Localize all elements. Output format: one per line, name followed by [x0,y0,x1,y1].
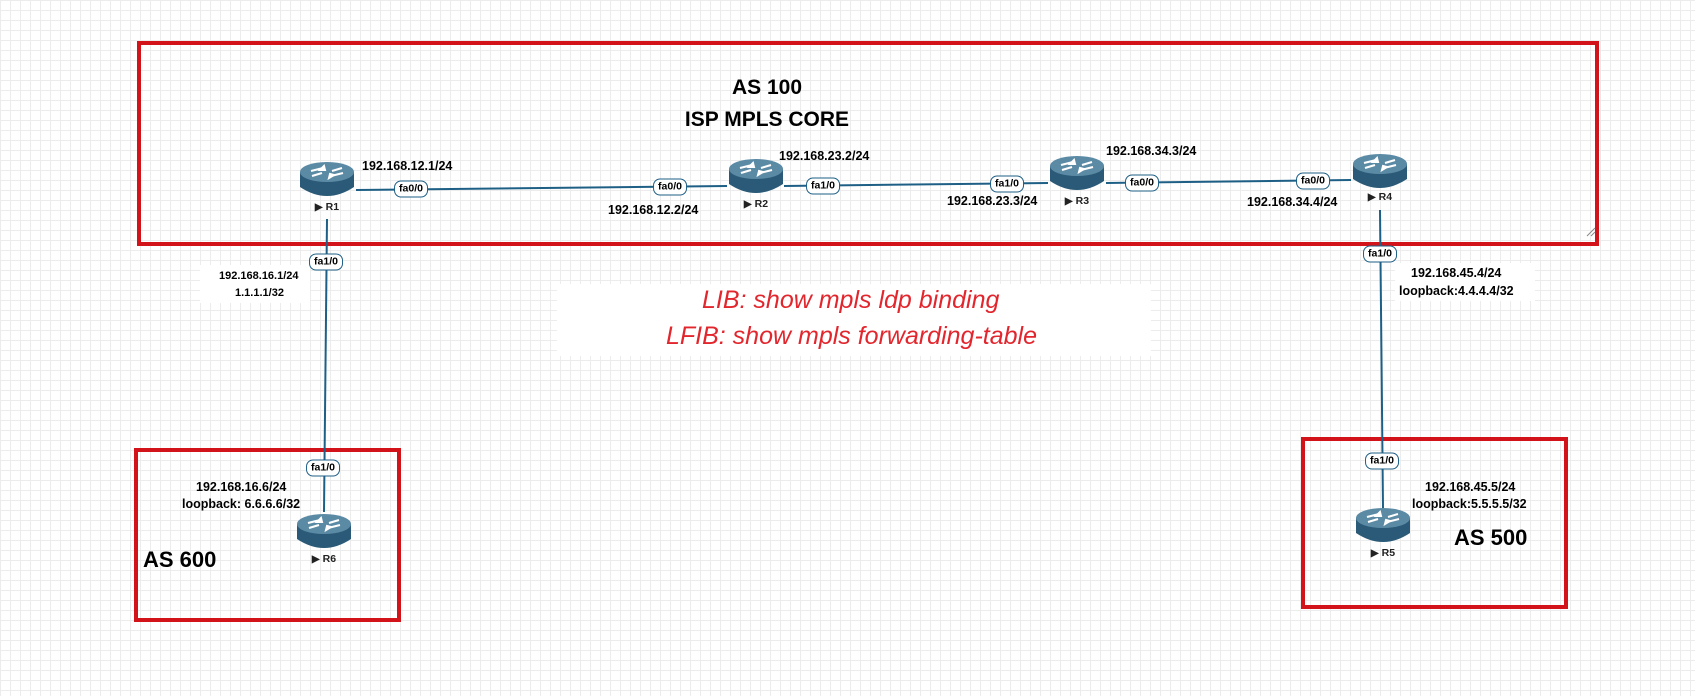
as100-title: AS 100 ISP MPLS CORE [667,72,867,136]
loopback-label-r1: 1.1.1.1/32 [235,287,284,299]
ip-label-r1-fa00: 192.168.12.1/24 [362,159,453,173]
iface-r5-fa10[interactable]: fa1/0 [1365,452,1399,470]
router-label-r2: ▶ R2 [743,198,769,210]
ip-label-r6-fa10: 192.168.16.6/24 [196,480,287,494]
ip-label-r2-fa10: 192.168.23.2/24 [779,149,870,163]
as100-box [137,41,1599,246]
ip-label-r1-fa10: 192.168.16.1/24 [219,270,299,282]
as100-title-line1: AS 100 [731,76,803,99]
router-label-r1: ▶ R1 [314,201,340,213]
router-label-r3: ▶ R3 [1064,195,1090,207]
iface-r2-fa00[interactable]: fa0/0 [653,178,687,196]
router-r1[interactable]: ▶ R1 [298,160,356,218]
router-icon [729,159,783,193]
router-r2[interactable]: ▶ R2 [727,157,785,215]
ip-label-r3-fa10: 192.168.23.3/24 [947,194,1038,208]
router-r5[interactable]: ▶ R5 [1354,506,1412,564]
router-icon [1050,156,1104,190]
ip-label-r2-fa00: 192.168.12.2/24 [608,203,699,217]
router-label-r6: ▶ R6 [311,553,337,565]
lfib-note: LFIB: show mpls forwarding-table [666,322,1037,350]
ip-label-r4-fa10: 192.168.45.4/24 [1411,266,1502,280]
ip-label-bg-r1 [200,265,310,303]
as600-box [134,448,401,622]
router-icon [300,162,354,196]
router-r3[interactable]: ▶ R3 [1048,154,1106,212]
ip-label-r4-fa00: 192.168.34.4/24 [1247,195,1338,209]
router-r6[interactable]: ▶ R6 [295,512,353,570]
ip-label-r5-fa10: 192.168.45.5/24 [1425,480,1516,494]
router-icon [297,514,351,548]
ip-label-r3-fa00: 192.168.34.3/24 [1106,144,1197,158]
iface-r6-fa10[interactable]: fa1/0 [306,459,340,477]
router-icon [1356,508,1410,542]
iface-r4-fa10[interactable]: fa1/0 [1363,245,1397,263]
iface-r1-fa00[interactable]: fa0/0 [394,180,428,198]
iface-r3-fa00[interactable]: fa0/0 [1125,174,1159,192]
router-icon [1353,154,1407,188]
as100-title-line2: ISP MPLS CORE [684,108,850,131]
iface-r3-fa10[interactable]: fa1/0 [990,175,1024,193]
notes-background [557,284,1151,356]
router-r4[interactable]: ▶ R4 [1351,152,1409,210]
router-label-r5: ▶ R5 [1370,547,1396,559]
as500-box [1301,437,1568,609]
resize-handle-icon[interactable] [1586,227,1596,237]
iface-r1-fa10[interactable]: fa1/0 [309,253,343,271]
iface-r2-fa10[interactable]: fa1/0 [806,177,840,195]
lib-note: LIB: show mpls ldp binding [702,286,1000,314]
ip-label-bg-r4 [1395,263,1535,301]
router-label-r4: ▶ R4 [1367,191,1393,203]
loopback-label-r4: loopback:4.4.4.4/32 [1399,284,1514,298]
iface-r4-fa00[interactable]: fa0/0 [1296,172,1330,190]
as500-label: AS 500 [1454,525,1528,550]
as600-label: AS 600 [143,547,217,572]
loopback-label-r6: loopback: 6.6.6.6/32 [182,497,301,511]
loopback-label-r5: loopback:5.5.5.5/32 [1412,497,1527,511]
